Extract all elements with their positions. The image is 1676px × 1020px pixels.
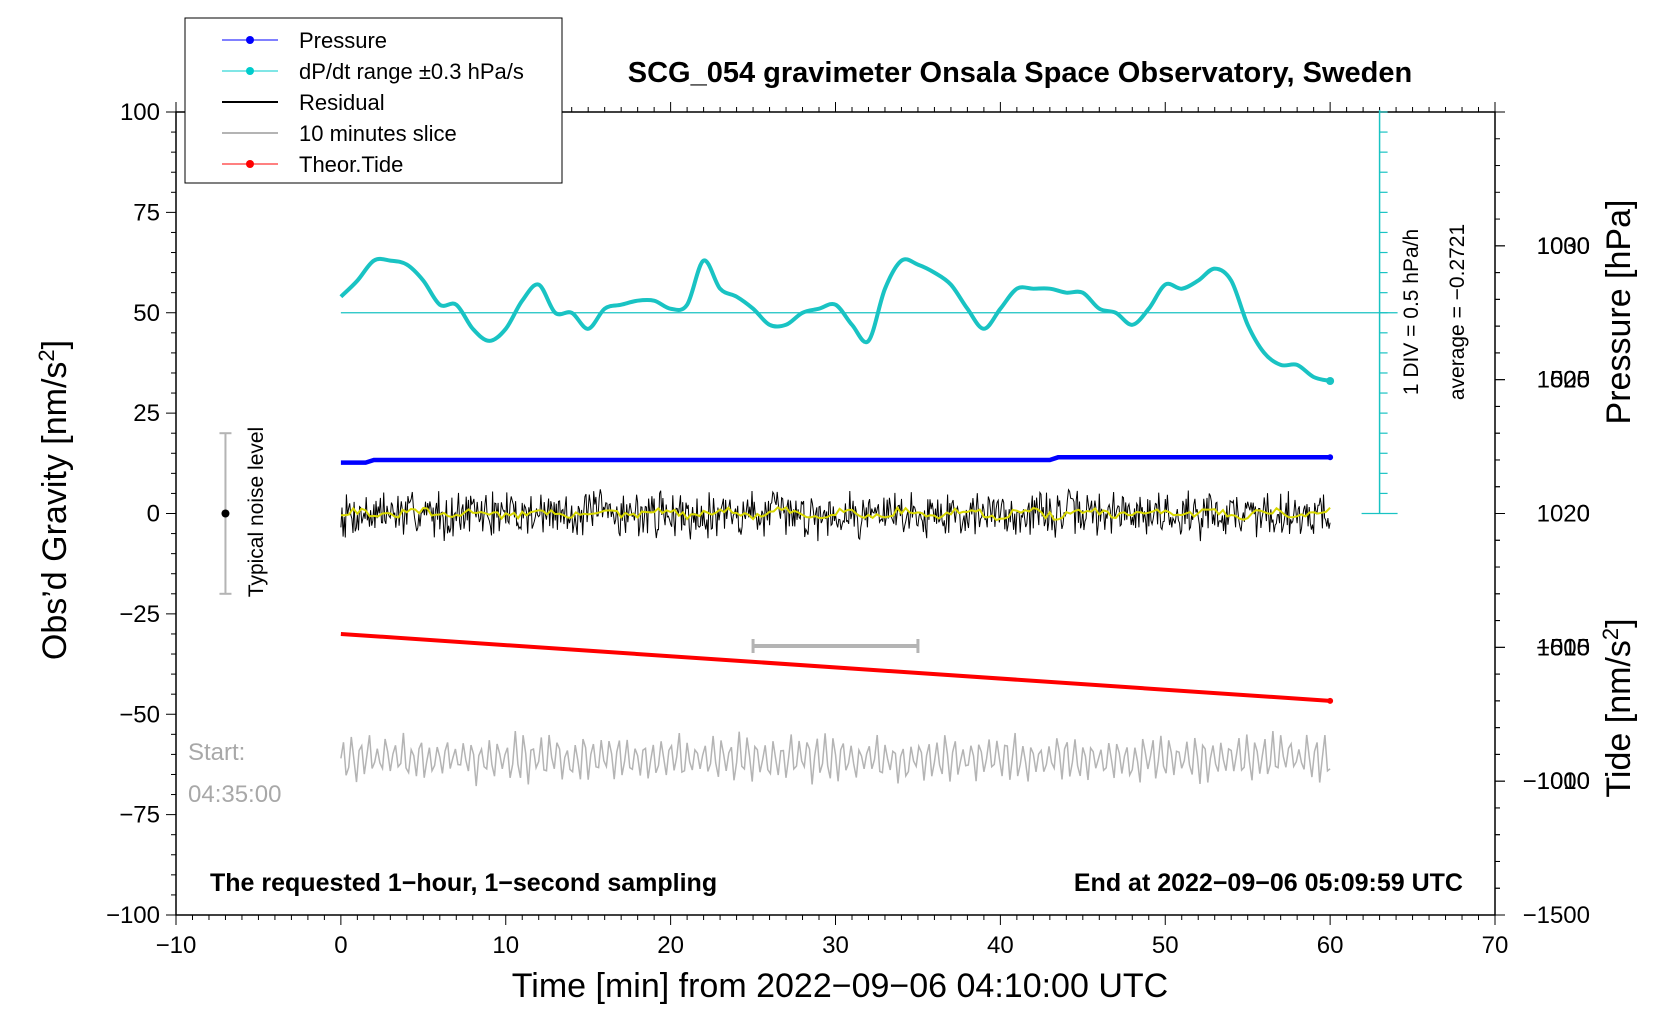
tide-tick-label: −1000 [1523, 768, 1590, 795]
dpdt-line [339, 256, 1331, 383]
x-tick-label: 10 [492, 932, 519, 959]
legend-item-tide: Theor.Tide [222, 152, 403, 177]
dpdt-end-marker [1326, 377, 1335, 386]
y-tick-label: 0 [147, 501, 160, 528]
tide-tick-label: −500 [1536, 634, 1590, 661]
tide-tick-label: 500 [1550, 367, 1590, 394]
y-tick-label: 50 [133, 300, 160, 327]
slice-line [340, 731, 1331, 787]
tide-axis-label-sup: 2 [1598, 628, 1623, 640]
noise-level-label: Typical noise level [245, 427, 268, 597]
y-tick-label: −50 [119, 701, 160, 728]
y-tick-label: −100 [106, 902, 160, 929]
residual-smoothed-line [340, 505, 1331, 522]
y-tick-label: 75 [133, 199, 160, 226]
x-tick-label: −10 [156, 932, 197, 959]
x-tick-label: 40 [987, 932, 1014, 959]
tide-line [340, 631, 1331, 703]
pressure-tick-label: 1010 [1537, 768, 1590, 795]
tide-axis-label-main: Tide [nm/s [1600, 640, 1638, 797]
legend-item-dpdt: dP/dt range ±0.3 hPa/s [222, 59, 524, 84]
bottom-left-note: The requested 1−hour, 1−second sampling [210, 869, 717, 897]
pressure-end-marker [1327, 454, 1334, 461]
pressure-tick-label: 1020 [1537, 501, 1590, 528]
chart-title: SCG_054 gravimeter Onsala Space Observat… [628, 57, 1412, 89]
legend-label-tide: Theor.Tide [299, 152, 403, 177]
dpdt-scale-label: 1 DIV = 0.5 hPa/h [1400, 229, 1423, 395]
y-tick-label: −25 [119, 601, 160, 628]
y-tick-label: 100 [120, 99, 160, 126]
legend-label-slice: 10 minutes slice [299, 121, 457, 146]
pressure-axis-label: Pressure [hPa] [1600, 200, 1638, 425]
pressure-tick-label: 1025 [1537, 367, 1590, 394]
bottom-right-note: End at 2022−09−06 05:09:59 UTC [1074, 869, 1463, 897]
legend-item-pressure: Pressure [222, 28, 387, 53]
x-tick-label: 0 [334, 932, 347, 959]
tide-tick-label: 1000 [1537, 233, 1590, 260]
start-label: Start: [188, 739, 245, 766]
legend: Pressure dP/dt range ±0.3 hPa/s Residual… [184, 17, 563, 184]
x-tick-label: 50 [1152, 932, 1179, 959]
x-axis-label: Time [min] from 2022−09−06 04:10:00 UTC [512, 967, 1168, 1005]
legend-item-slice: 10 minutes slice [222, 121, 457, 146]
legend-marker-tide [246, 160, 254, 168]
x-tick-label: 30 [822, 932, 849, 959]
legend-item-residual: Residual [222, 90, 385, 115]
legend-box [184, 17, 563, 184]
legend-label-residual: Residual [299, 90, 385, 115]
x-tick-label: 70 [1482, 932, 1509, 959]
tide-axis-label: Tide [nm/s2] [1598, 618, 1639, 797]
pressure-tick-label: 1030 [1537, 233, 1590, 260]
legend-marker-pressure [246, 36, 254, 44]
tide-axis-label-close: ] [1600, 618, 1638, 627]
tide-end-marker [1327, 697, 1334, 704]
x-tick-label: 60 [1317, 932, 1344, 959]
legend-marker-dpdt [246, 67, 254, 75]
pressure-tick-label: 1015 [1537, 634, 1590, 661]
legend-label-dpdt: dP/dt range ±0.3 hPa/s [299, 59, 524, 84]
noise-bar-center [221, 509, 230, 518]
start-time-label: 04:35:00 [188, 781, 281, 808]
tide-tick-label: −1500 [1523, 902, 1590, 929]
x-tick-label: 20 [657, 932, 684, 959]
y-axis-label-sup: 2 [34, 349, 59, 361]
y-axis-label-main: Obs’d Gravity [nm/s [36, 362, 74, 661]
dpdt-average-label: average = −0.2721 [1446, 224, 1469, 400]
y-tick-label: 25 [133, 400, 160, 427]
pressure-line [340, 455, 1331, 465]
y-axis-label-close: ] [36, 340, 74, 349]
tide-tick-label: 0 [1577, 501, 1590, 528]
legend-label-pressure: Pressure [299, 28, 387, 53]
y-tick-label: −75 [119, 802, 160, 829]
y-axis-label: Obs’d Gravity [nm/s2] [34, 340, 75, 660]
